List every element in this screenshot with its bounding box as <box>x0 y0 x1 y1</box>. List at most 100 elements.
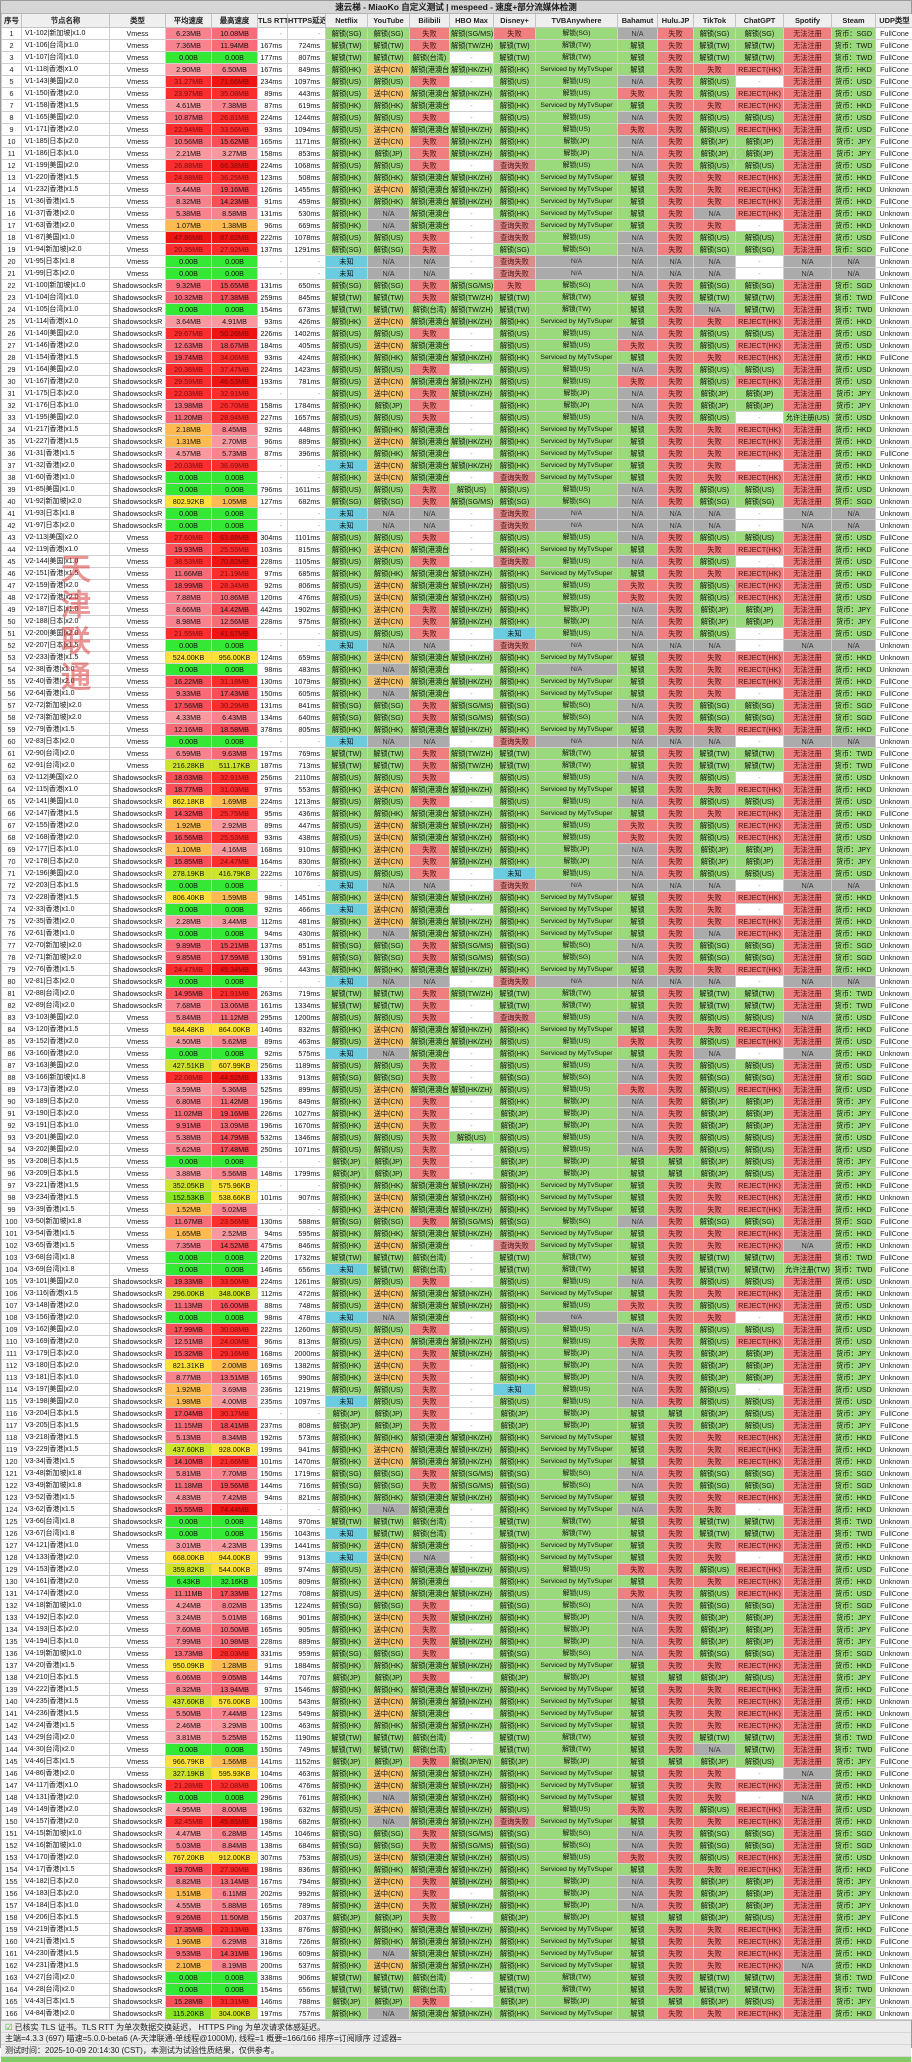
cell-steam: 货币：JPY <box>832 1419 876 1431</box>
cell-tiktok: 解锁(TW) <box>694 1527 736 1539</box>
cell-no: 41 <box>2 507 22 519</box>
cell-chatgpt: REJECT(HK) <box>736 1935 784 1947</box>
cell-hbo-max: - <box>450 1731 494 1743</box>
cell-steam: 货币：USD <box>832 1299 876 1311</box>
cell-name: V4-161|香港|x2.0 <box>22 1575 110 1587</box>
cell-name: V2-73|新加坡|x2.0 <box>22 711 110 723</box>
cell-type: Vmess <box>110 1239 166 1251</box>
cell-name: V2-115|香港|x1.0 <box>22 783 110 795</box>
cell-steam: 货币：USD <box>832 327 876 339</box>
cell-bilibili: 失败 <box>410 555 450 567</box>
cell-spotify: 无法注册 <box>784 351 832 363</box>
cell-disney-plus: 查询失败 <box>494 519 536 531</box>
cell-name: V3-39|香港|x1.5 <box>22 1203 110 1215</box>
cell-steam: 货币：HKD <box>832 435 876 447</box>
cell-hulu-jp: 失败 <box>658 1827 694 1839</box>
cell-hbo-max: - <box>450 1671 494 1683</box>
cell-tiktok: 失败 <box>694 1659 736 1671</box>
cell-spotify: 无法注册 <box>784 855 832 867</box>
cell-bahamut: N/A <box>618 939 658 951</box>
cell-max-speed: 5.62MB <box>212 1035 258 1047</box>
cell-tvbanywhere: Serviced by MyTvSuper <box>536 1695 618 1707</box>
cell-netflix: 解锁(HK) <box>326 1611 368 1623</box>
cell-netflix: 解锁(HK) <box>326 1203 368 1215</box>
cell-steam: 货币：USD <box>832 1275 876 1287</box>
cell-bahamut: N/A <box>618 1371 658 1383</box>
cell-spotify: 无法注册 <box>784 171 832 183</box>
cell-bahamut: N/A <box>618 1467 658 1479</box>
cell-tvbanywhere: 解锁(JP) <box>536 147 618 159</box>
cell-https-latency: 970ms <box>288 1515 326 1527</box>
cell-https-latency: 1105ms <box>288 555 326 567</box>
cell-chatgpt: REJECT(HK) <box>736 1227 784 1239</box>
cell-chatgpt: REJECT(HK) <box>736 723 784 735</box>
cell-max-speed: 4.16MB <box>212 843 258 855</box>
cell-tiktok: 失败 <box>694 63 736 75</box>
cell-youtube: 送中(CN) <box>368 1623 410 1635</box>
column-header-no: 序号 <box>2 14 22 27</box>
cell-steam: 货币：HKD <box>832 1959 876 1971</box>
column-header-chatgpt: ChatGPT <box>736 14 784 27</box>
cell-disney-plus: 解锁(TW) <box>494 1263 536 1275</box>
cell-no: 133 <box>2 1611 22 1623</box>
cell-steam: 货币：HKD <box>832 927 876 939</box>
cell-hbo-max: 解锁(HK/ZH) <box>450 1563 494 1575</box>
cell-tvbanywhere: N/A <box>536 879 618 891</box>
cell-tiktok: 解锁(US) <box>694 591 736 603</box>
cell-hbo-max: - <box>450 663 494 675</box>
cell-bilibili: 解锁(港澳台) <box>410 459 450 471</box>
cell-bilibili: 失败 <box>410 999 450 1011</box>
cell-hbo-max: - <box>450 1359 494 1371</box>
cell-chatgpt: - <box>736 1767 784 1779</box>
cell-hbo-max: 解锁(HK/ZH) <box>450 1959 494 1971</box>
cell-hulu-jp: 失败 <box>658 1287 694 1299</box>
cell-steam: 货币：HKD <box>832 675 876 687</box>
cell-bahamut: 失败 <box>618 1587 658 1599</box>
cell-youtube: 送中(CN) <box>368 1587 410 1599</box>
cell-https-latency: 910ms <box>288 843 326 855</box>
cell-udp-type: Unknown <box>876 1275 912 1287</box>
cell-no: 52 <box>2 639 22 651</box>
cell-type: Vmess <box>110 1767 166 1779</box>
cell-no: 92 <box>2 1119 22 1131</box>
cell-tls-rtt: 93ms <box>258 123 288 135</box>
cell-tvbanywhere: 解锁(JP) <box>536 1995 618 2007</box>
cell-spotify: 无法注册 <box>784 1803 832 1815</box>
cell-name: V3-181|日本|x1.0 <box>22 1371 110 1383</box>
cell-youtube: 解锁(HK) <box>368 1935 410 1947</box>
cell-bahamut: 解锁 <box>618 1515 658 1527</box>
cell-name: V3-201|美国|x2.0 <box>22 1131 110 1143</box>
cell-hulu-jp: 失败 <box>658 1467 694 1479</box>
cell-hbo-max: - <box>450 75 494 87</box>
cell-hulu-jp: 失败 <box>658 1011 694 1023</box>
cell-chatgpt: REJECT(HK) <box>736 1659 784 1671</box>
cell-udp-type: FullCone <box>876 1539 912 1551</box>
cell-bahamut: 解锁 <box>618 1791 658 1803</box>
cell-bilibili: 失败 <box>410 951 450 963</box>
cell-netflix: 未知 <box>326 267 368 279</box>
cell-max-speed: 25.53MB <box>212 831 258 843</box>
cell-type: Vmess <box>110 1107 166 1119</box>
cell-tiktok: 解锁(SG) <box>694 243 736 255</box>
cell-https-latency: - <box>288 1179 326 1191</box>
cell-spotify: 无法注册 <box>784 1515 832 1527</box>
cell-avg-speed: 0.00B <box>166 1983 212 1995</box>
cell-hulu-jp: 失败 <box>658 555 694 567</box>
cell-max-speed: 0.00B <box>212 267 258 279</box>
cell-tiktok: 解锁(JP) <box>694 1899 736 1911</box>
cell-disney-plus: 解锁(TW) <box>494 51 536 63</box>
cell-youtube: 解锁(US) <box>368 75 410 87</box>
cell-youtube: 解锁(US) <box>368 111 410 123</box>
cell-tiktok: 解锁(US) <box>694 1275 736 1287</box>
cell-udp-type: FullCone <box>876 195 912 207</box>
cell-tvbanywhere: Serviced by MyTvSuper <box>536 1023 618 1035</box>
cell-no: 25 <box>2 315 22 327</box>
cell-netflix: 解锁(US) <box>326 111 368 123</box>
cell-bahamut: N/A <box>618 1119 658 1131</box>
cell-tvbanywhere: 解锁(JP) <box>536 1875 618 1887</box>
cell-disney-plus: 解锁(HK) <box>494 891 536 903</box>
